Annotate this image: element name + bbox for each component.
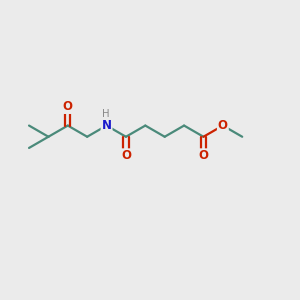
Text: O: O [63, 100, 73, 113]
Text: O: O [199, 149, 208, 162]
Text: N: N [102, 119, 112, 132]
Text: O: O [121, 149, 131, 162]
Text: O: O [218, 119, 228, 132]
Text: H: H [102, 110, 110, 119]
